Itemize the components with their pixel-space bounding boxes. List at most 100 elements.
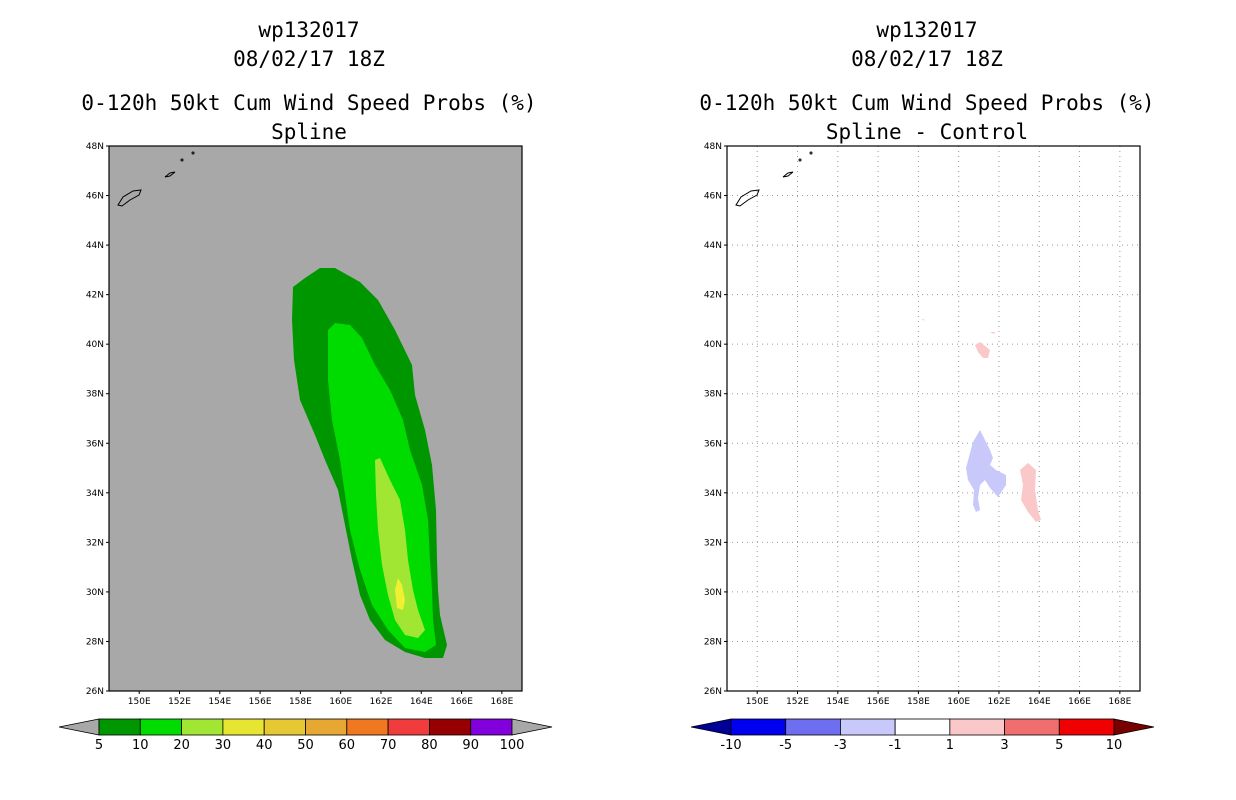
map-left: 48N 46N 44N 42N 40N 38N 36N 34N 32N 30N 28N 26N 150…: [58, 142, 553, 753]
colorbar-segment: [1058, 718, 1115, 736]
diff-negative: [966, 430, 1006, 512]
colorbar-segment: [470, 718, 513, 736]
lat-label: 26N: [704, 687, 722, 697]
lat-label: 46N: [704, 192, 722, 202]
lat-axis: 48N 46N 44N 42N 40N 38N 36N 34N 32N 30N 28N 26N: [704, 142, 727, 697]
lat-label: 32N: [704, 538, 722, 548]
lon-label: 160E: [947, 697, 970, 707]
lon-label: 166E: [450, 697, 473, 707]
colorbar-segment: [98, 718, 141, 736]
colorbar-arrow-low: [58, 718, 100, 736]
colorbar-segment: [949, 718, 1005, 736]
colorbar-segment: [387, 718, 430, 736]
diff-contours: [922, 319, 1041, 522]
lon-label: 168E: [490, 697, 513, 707]
colorbar-segment: [1004, 718, 1060, 736]
colorbar-label: 90: [462, 738, 479, 753]
colorbar-label: 50: [297, 738, 314, 753]
colorbar-label: 1: [946, 738, 954, 753]
map-right: 48N 46N 44N 42N 40N 38N 36N 34N 32N 30N 28N 26N 150…: [690, 142, 1155, 753]
colorbar-label: 20: [173, 738, 190, 753]
colorbar-label: 10: [132, 738, 149, 753]
lat-label: 40N: [704, 340, 722, 350]
lat-label: 38N: [704, 390, 722, 400]
lat-label: 36N: [86, 439, 104, 449]
lat-label: 42N: [704, 291, 722, 301]
storm-id: wp132017: [258, 18, 360, 42]
colorbar-label: 80: [421, 738, 438, 753]
map-frame: [108, 145, 523, 692]
coastlines: [735, 151, 813, 207]
lon-label: 154E: [208, 697, 231, 707]
colorbar: -10 -5 -3 -1 1 3 5 10: [690, 718, 1155, 753]
lon-label: 158E: [289, 697, 312, 707]
colorbar-segment: [181, 718, 224, 736]
colorbar-segment: [894, 718, 951, 736]
contour-30-40: [395, 578, 405, 610]
lat-axis: 48N 46N 44N 42N 40N 38N 36N 34N 32N 30N 28N 26N: [86, 142, 109, 697]
lon-label: 154E: [826, 697, 849, 707]
lat-label: 32N: [86, 538, 104, 548]
lon-label: 164E: [410, 697, 433, 707]
lat-label: 48N: [704, 142, 722, 152]
colorbar-segment: [305, 718, 348, 736]
lon-label: 168E: [1108, 697, 1131, 707]
colorbar-segment: [222, 718, 265, 736]
diff-positive: [975, 342, 990, 358]
lat-label: 30N: [704, 588, 722, 598]
diff-positive: [990, 332, 995, 334]
lat-label: 38N: [86, 390, 104, 400]
lat-label: 42N: [86, 291, 104, 301]
lon-axis: 150E 152E 154E 156E 158E 160E 162E 164E 166E 168E: [746, 691, 1132, 707]
colorbar-label: 30: [215, 738, 232, 753]
right-panel: wp132017 08/02/17 18Z 0-120h 50kt Cum Wi…: [618, 0, 1236, 800]
colorbar-segment: [840, 718, 896, 736]
datetime: 08/02/17 18Z: [851, 47, 1003, 71]
colorbar-label: 40: [256, 738, 273, 753]
contour-20-30: [375, 458, 425, 638]
lon-label: 152E: [168, 697, 191, 707]
lon-label: 156E: [249, 697, 272, 707]
lon-label: 156E: [867, 697, 890, 707]
prob-contours: [292, 268, 447, 658]
lat-label: 46N: [86, 192, 104, 202]
lon-label: 152E: [786, 697, 809, 707]
panel-subtitle: Spline - Control: [825, 120, 1029, 144]
coastlines: [117, 151, 195, 207]
lon-label: 162E: [370, 697, 393, 707]
lon-label: 158E: [907, 697, 930, 707]
colorbar-segment: [785, 718, 841, 736]
lon-label: 166E: [1068, 697, 1091, 707]
lat-label: 48N: [86, 142, 104, 152]
colorbar-label: -1: [889, 738, 902, 753]
diff-positive: [922, 319, 924, 321]
lat-label: 26N: [86, 687, 104, 697]
left-panel: wp132017 08/02/17 18Z 0-120h 50kt Cum Wi…: [58, 18, 553, 753]
lon-label: 164E: [1028, 697, 1051, 707]
lat-label: 28N: [704, 637, 722, 647]
diff-positive: [1020, 463, 1041, 522]
lat-label: 34N: [86, 489, 104, 499]
product-title: 0-120h 50kt Cum Wind Speed Probs (%): [81, 91, 537, 115]
lon-label: 162E: [988, 697, 1011, 707]
colorbar-arrow-high: [1113, 718, 1155, 736]
colorbar-label: -10: [720, 738, 741, 753]
colorbar-label: 60: [339, 738, 356, 753]
colorbar-segment: [263, 718, 306, 736]
lon-label: 160E: [329, 697, 352, 707]
lon-label: 150E: [746, 697, 769, 707]
gridlines: [727, 146, 1140, 691]
datetime: 08/02/17 18Z: [233, 47, 385, 71]
lat-label: 34N: [704, 489, 722, 499]
colorbar-label: 100: [500, 738, 525, 753]
colorbar-arrow-low: [690, 718, 732, 736]
lat-label: 30N: [86, 588, 104, 598]
colorbar-arrow-high: [511, 718, 553, 736]
product-title: 0-120h 50kt Cum Wind Speed Probs (%): [699, 91, 1155, 115]
map-background: [727, 146, 1140, 691]
colorbar-segment: [428, 718, 472, 736]
colorbar-label: 70: [380, 738, 397, 753]
colorbar-segment: [346, 718, 389, 736]
lat-label: 44N: [86, 241, 104, 251]
colorbar: 5 10 20 30 40 50 60 70 80 90 100: [58, 718, 553, 753]
